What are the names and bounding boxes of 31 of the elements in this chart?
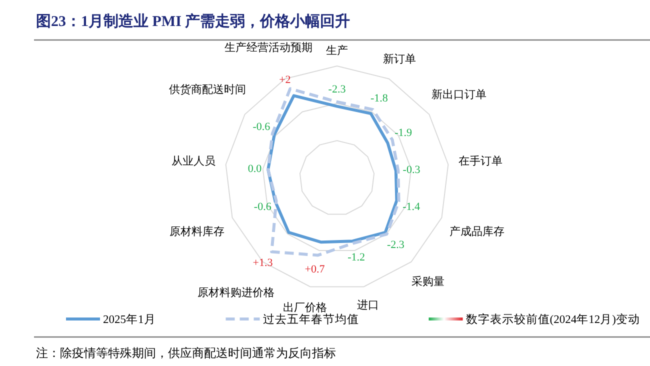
spoke-label: 供货商配送时间 — [169, 82, 246, 96]
text: -0.3 — [402, 164, 421, 176]
spoke-label: 从业人员 — [171, 154, 216, 168]
text: -2.3 — [328, 83, 346, 96]
text: -1.8 — [370, 92, 388, 105]
chart-title: 图23：1月制造业 PMI 产需走弱，价格小幅回升 — [36, 13, 350, 30]
legend-label: 过去五年春节均值 — [262, 313, 359, 326]
text: -2.3 — [386, 239, 405, 252]
spoke-label: 原材料购进价格 — [198, 286, 275, 299]
text: -0.6 — [254, 201, 272, 214]
text: -0.6 — [252, 120, 271, 133]
spoke-label: 在手订单 — [458, 154, 503, 168]
text: +1.3 — [252, 256, 274, 269]
spoke-label: 生产 — [326, 44, 348, 57]
text: +0.7 — [304, 263, 326, 276]
text: -1.2 — [348, 251, 366, 264]
text: 0.0 — [248, 163, 262, 176]
spoke-label: 采购量 — [412, 274, 445, 288]
spoke-label: 产成品库存 — [450, 225, 505, 238]
text: -1.4 — [402, 201, 421, 214]
legend-label: 2025年1月 — [103, 313, 156, 326]
text: +2 — [279, 74, 291, 86]
text: -1.9 — [394, 127, 413, 140]
spoke-label: 生产经营活动预期 — [224, 41, 312, 54]
spoke-label: 新出口订单 — [431, 88, 486, 101]
spoke-label: 出厂价格 — [283, 301, 328, 314]
spoke-label: 进口 — [357, 298, 380, 312]
text: 注：除疫情等特殊期间，供应商配送时间通常为反向指标 — [36, 346, 336, 360]
text: 数字表示较前值(2024年12月)变动 — [466, 312, 640, 326]
spoke-label: 新订单 — [383, 52, 416, 66]
spoke-label: 原材料库存 — [169, 225, 224, 238]
